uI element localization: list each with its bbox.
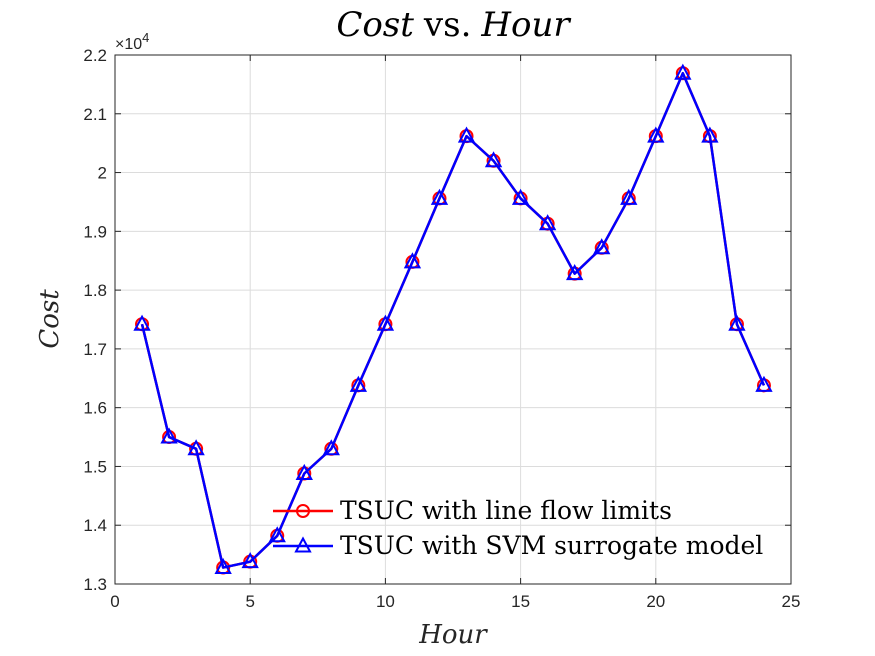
- ticks: [114, 54, 792, 585]
- y-tick-label: 1.4: [83, 516, 107, 535]
- legend-label-line-flow: TSUC with line flow limits: [340, 496, 672, 525]
- y-exponent-power: 4: [142, 30, 149, 45]
- data-point-triangle: [755, 375, 773, 392]
- data-point-triangle: [187, 439, 205, 456]
- data-point-triangle: [566, 264, 584, 281]
- y-tick-label: 1.9: [83, 222, 107, 241]
- y-tick-label: 1.6: [83, 399, 107, 418]
- legend-marker-triangle: [294, 536, 312, 553]
- data-point-triangle: [647, 126, 665, 143]
- data-point-triangle: [701, 126, 719, 143]
- y-tick-label: 1.5: [83, 457, 107, 476]
- data-point-triangle: [376, 314, 395, 331]
- series-layer: [133, 63, 773, 575]
- data-point-triangle: [160, 427, 178, 444]
- x-tick-label: 15: [511, 592, 530, 611]
- title-part-vs: vs.: [423, 5, 471, 45]
- y-tick-label: 2: [98, 164, 107, 183]
- series-2: [133, 63, 773, 575]
- y-tick-label: 2.1: [83, 105, 107, 124]
- data-point-triangle: [403, 252, 422, 269]
- title-part-hour: Hour: [480, 5, 571, 45]
- data-point-triangle: [295, 463, 313, 480]
- y-tick-label: 1.7: [83, 340, 107, 359]
- y-tick-label: 2.2: [83, 46, 107, 65]
- y-exponent-label: ×104: [115, 30, 149, 53]
- data-point-triangle: [674, 63, 692, 80]
- x-tick-label: 0: [110, 592, 119, 611]
- legend-marker-circle: [296, 504, 310, 518]
- y-exponent-base: ×10: [115, 36, 142, 53]
- data-point-triangle: [133, 314, 151, 331]
- plot-area: [115, 55, 791, 584]
- data-point-triangle: [349, 375, 368, 392]
- data-point-triangle: [538, 214, 557, 231]
- data-point-triangle: [268, 526, 286, 543]
- grid: [115, 55, 791, 584]
- x-tick-label: 10: [376, 592, 395, 611]
- chart-title: Cost vs. Hour: [336, 5, 571, 45]
- data-point-triangle: [620, 188, 638, 205]
- data-point-triangle: [728, 314, 746, 331]
- data-point-triangle: [322, 439, 340, 456]
- y-axis-label: Cost: [35, 289, 65, 349]
- x-axis-label: Hour: [418, 620, 488, 650]
- tick-labels: 0 5 10 15 20 25 1.3 1.4 1.5 1.6 1.7 1.8 1.9 2 2.1 2.2: [83, 46, 800, 611]
- data-point-triangle: [511, 188, 530, 205]
- data-point-triangle: [593, 238, 611, 255]
- data-point-triangle: [430, 188, 449, 205]
- legend: TSUC with line flow limits TSUC with SVM…: [273, 496, 763, 560]
- data-point-triangle: [241, 552, 259, 569]
- x-tick-label: 20: [646, 592, 665, 611]
- x-tick-label: 5: [245, 592, 254, 611]
- data-point-triangle: [484, 151, 503, 168]
- x-tick-label: 25: [782, 592, 801, 611]
- legend-label-svm: TSUC with SVM surrogate model: [340, 531, 763, 560]
- data-point-triangle: [214, 557, 232, 575]
- plot-frame: [114, 54, 792, 585]
- title-part-cost: Cost: [336, 5, 414, 45]
- y-tick-label: 1.3: [83, 575, 107, 594]
- y-tick-label: 1.8: [83, 281, 107, 300]
- data-point-triangle: [457, 126, 476, 143]
